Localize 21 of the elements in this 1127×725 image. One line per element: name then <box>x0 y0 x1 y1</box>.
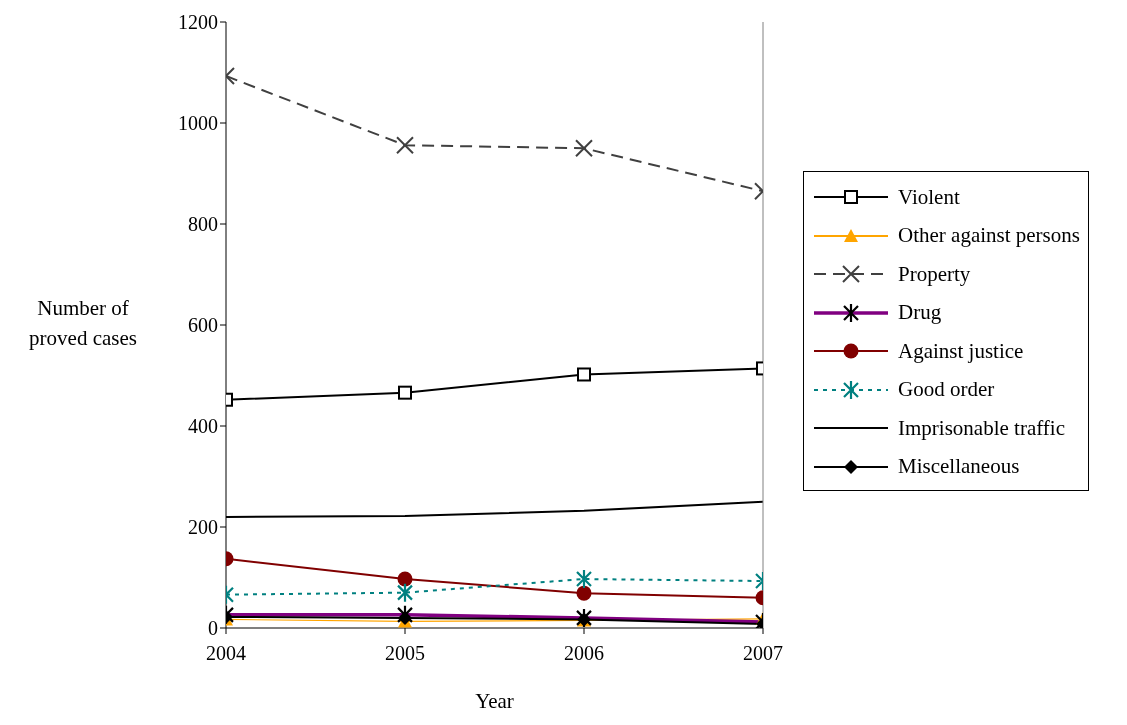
legend-label: Other against persons <box>898 223 1080 249</box>
y-tick-label: 600 <box>188 314 218 337</box>
x-tick-label: 2007 <box>743 642 783 665</box>
legend-label: Property <box>898 261 971 287</box>
y-axis-title: Number of proved cases <box>28 295 138 352</box>
legend-label: Against justice <box>898 338 1024 364</box>
x-tick-label: 2004 <box>206 642 246 665</box>
y-tick-label: 400 <box>188 415 218 438</box>
y-tick-label: 200 <box>188 516 218 539</box>
y-tick-label: 0 <box>208 617 218 640</box>
y-tick-label: 1000 <box>178 112 218 135</box>
y-tick-label: 800 <box>188 213 218 236</box>
x-axis-title: Year <box>475 689 514 713</box>
legend-label: Imprisonable traffic <box>898 415 1065 441</box>
x-tick-label: 2006 <box>564 642 604 665</box>
legend-label: Good order <box>898 377 995 403</box>
legend-label: Drug <box>898 300 942 326</box>
y-tick-label: 1200 <box>178 11 218 34</box>
x-tick-label: 2005 <box>385 642 425 665</box>
legend-label: Violent <box>898 184 960 210</box>
legend-label: Miscellaneous <box>898 454 1020 480</box>
